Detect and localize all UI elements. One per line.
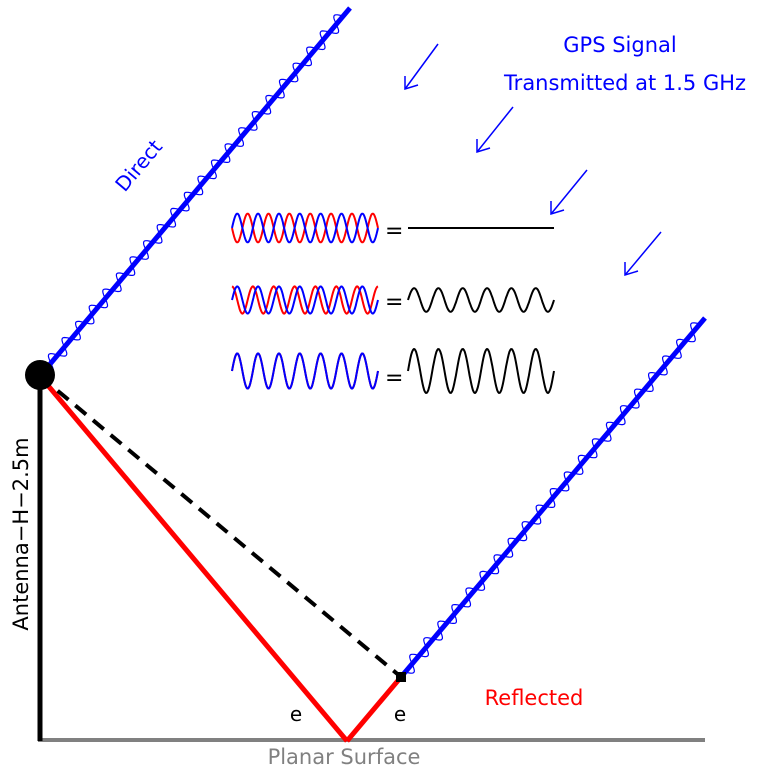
surface-label: Planar Surface: [268, 745, 421, 769]
equals-sign: =: [385, 219, 403, 244]
angle-label-left: e: [290, 702, 302, 726]
reflected-wave: [231, 285, 379, 315]
direct-wave: [231, 285, 379, 315]
incoming-signal-wave: [404, 322, 701, 674]
signal-arrows: [404, 43, 662, 277]
equals-sign: =: [385, 366, 403, 391]
antenna-ball: [25, 360, 55, 390]
interference-row-constructive: =: [231, 348, 555, 394]
direct-wave: [231, 212, 379, 244]
direct-signal-wave: [43, 14, 344, 373]
reflected-label: Reflected: [485, 686, 584, 710]
interference-row-partial: =: [231, 285, 555, 315]
interference-row-destructive: =: [231, 212, 554, 244]
signal-arrow: [624, 231, 662, 277]
reflection-point-marker: [396, 672, 406, 682]
direct-signal-line: [38, 6, 352, 378]
angle-label-right: e: [394, 702, 406, 726]
signal-arrow: [404, 43, 439, 91]
direct-wave: [231, 352, 379, 390]
reflected-path-up: [345, 675, 403, 743]
signal-title-line1: GPS Signal: [563, 33, 676, 57]
resulting-wave: [407, 287, 555, 313]
resulting-wave: [407, 348, 555, 394]
reflected-path-down: [38, 374, 349, 743]
incoming-signal-line: [399, 316, 707, 679]
antenna-label: Antenna−H−2.5m: [9, 437, 33, 630]
equals-sign: =: [385, 290, 403, 315]
signal-title-line2: Transmitted at 1.5 GHz: [503, 71, 746, 95]
signal-arrow: [550, 169, 588, 216]
path-difference-line: [38, 374, 403, 679]
signal-arrow: [476, 106, 514, 154]
direct-label: Direct: [110, 135, 167, 196]
